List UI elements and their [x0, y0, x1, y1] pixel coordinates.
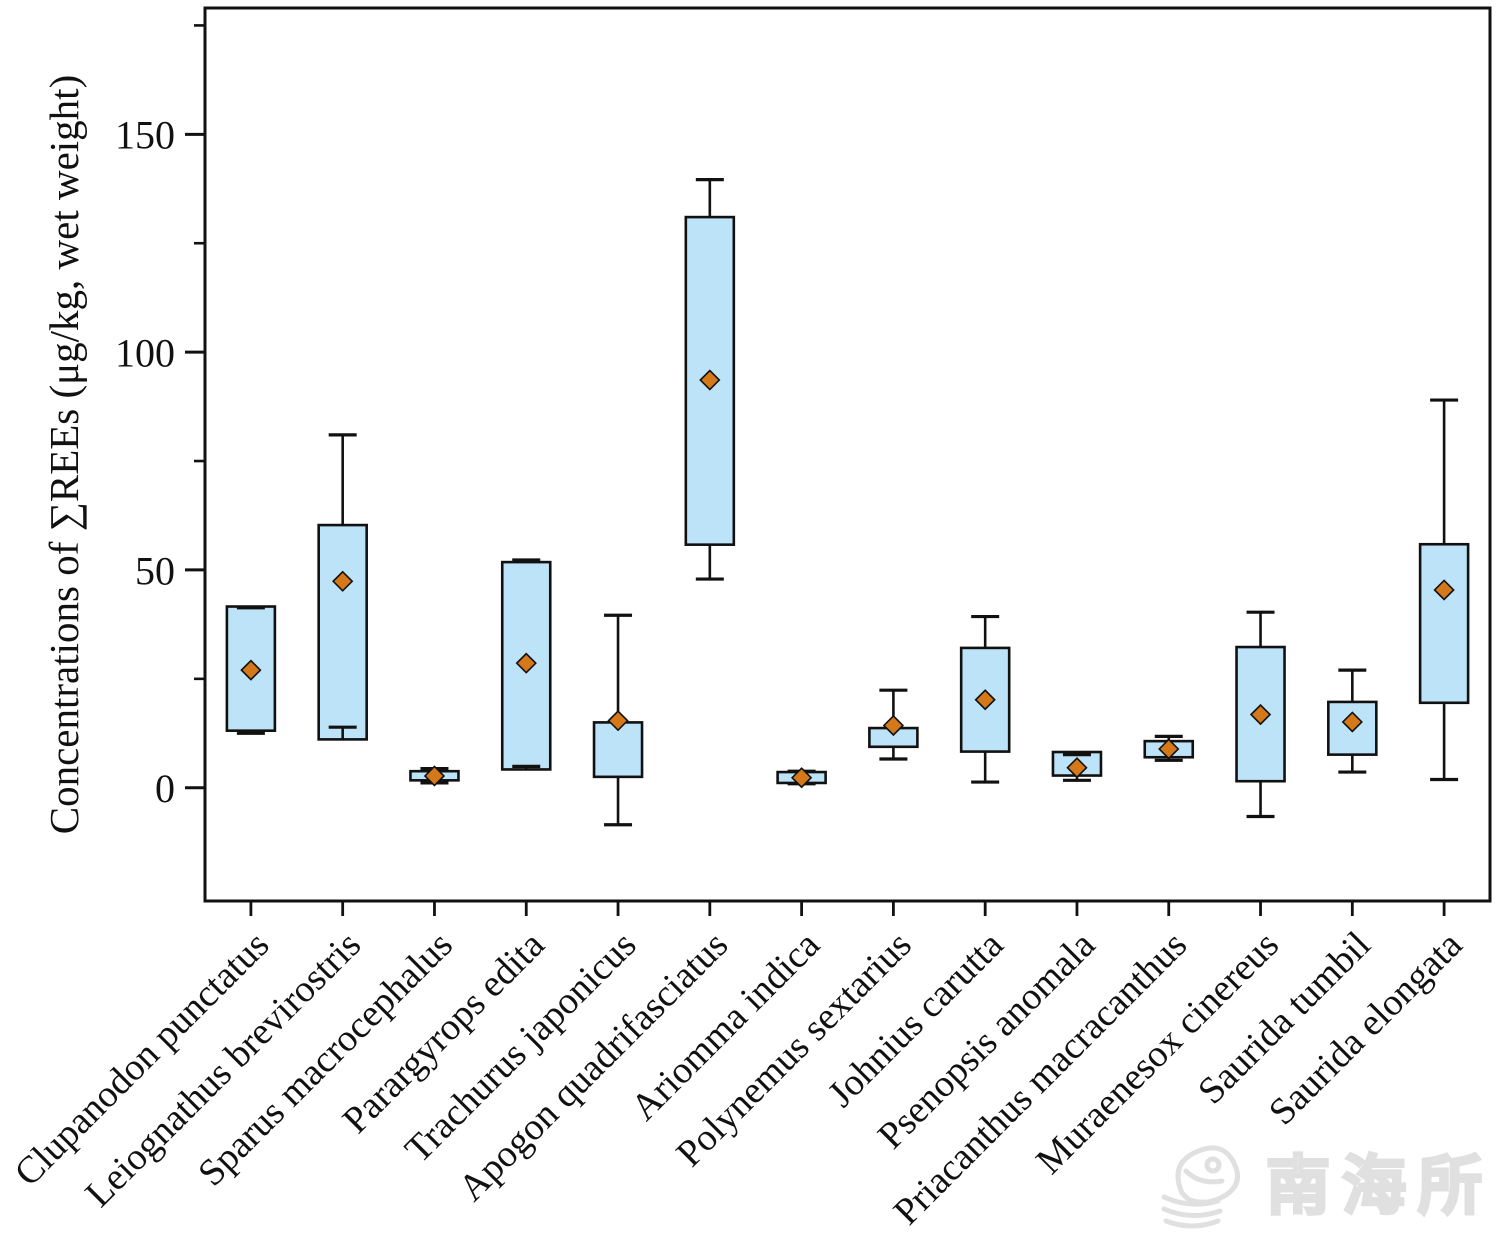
- mean-diamond: [699, 369, 721, 391]
- mean-diamond: [1341, 711, 1363, 733]
- mean-diamond: [1066, 757, 1088, 779]
- mean-diamond: [1249, 703, 1272, 726]
- y-tick-label: 150: [115, 113, 175, 158]
- box-iqr: [1327, 700, 1378, 756]
- mean-diamond: [332, 570, 354, 592]
- mean-diamond: [1158, 738, 1180, 760]
- mean-diamond: [240, 659, 262, 681]
- mean-diamond: [1433, 579, 1455, 601]
- mean-diamond: [790, 767, 813, 789]
- watermark-text: 南海所: [1265, 1150, 1494, 1224]
- y-tick-label: 100: [115, 331, 175, 376]
- plot-frame: [203, 6, 1492, 903]
- y-axis-title: Concentrations of ∑REEs (μg/kg, wet weig…: [41, 75, 87, 834]
- mean-diamond: [607, 710, 629, 732]
- watermark: 南海所: [1156, 1141, 1494, 1233]
- box-iqr: [317, 523, 368, 741]
- y-tick-label: 0: [155, 766, 175, 811]
- mean-diamond: [882, 714, 905, 737]
- y-tick-label: 50: [135, 548, 175, 593]
- fish-logo-icon: [1161, 1145, 1241, 1229]
- mean-diamond: [515, 652, 537, 674]
- mean-diamond: [974, 689, 996, 711]
- mean-diamond: [423, 765, 446, 787]
- box-iqr: [592, 721, 644, 779]
- box-iqr: [1418, 542, 1470, 705]
